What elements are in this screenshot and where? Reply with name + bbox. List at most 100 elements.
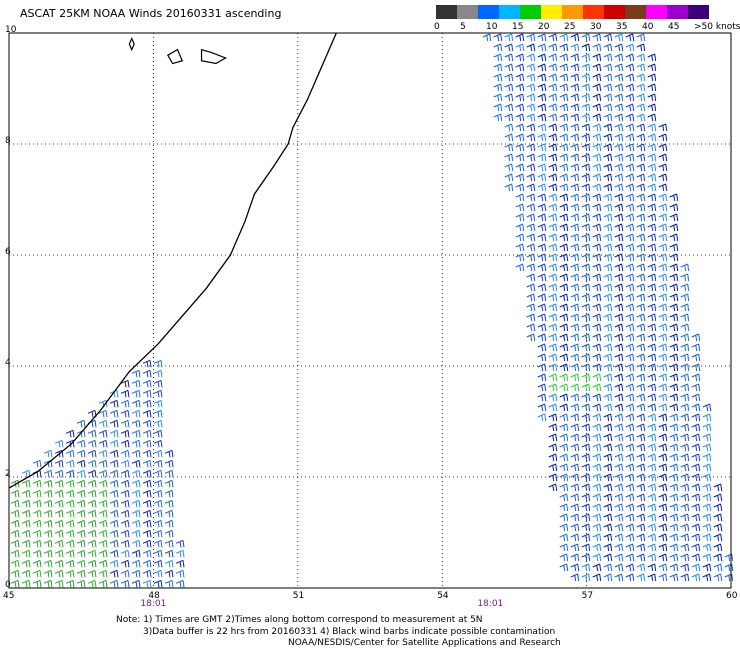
- wind-barb: [724, 563, 734, 572]
- wind-barb: [647, 73, 657, 82]
- wind-barb: [537, 353, 547, 362]
- wind-barb: [548, 473, 558, 482]
- wind-barb: [504, 153, 514, 162]
- wind-barb: [153, 369, 163, 378]
- wind-barb: [691, 413, 701, 422]
- wind-barb: [164, 539, 174, 548]
- wind-barb: [515, 183, 525, 192]
- wind-barb: [515, 213, 525, 222]
- wind-barb: [548, 143, 558, 152]
- wind-barb: [537, 33, 547, 42]
- wind-barb: [614, 213, 624, 222]
- wind-barb: [570, 143, 580, 152]
- wind-barb: [636, 183, 646, 192]
- wind-barb: [636, 233, 646, 242]
- wind-barb: [548, 413, 558, 422]
- wind-barb: [658, 283, 668, 292]
- wind-barb: [570, 73, 580, 82]
- wind-barb: [515, 173, 525, 182]
- wind-barb: [120, 399, 130, 408]
- wind-barb: [658, 433, 668, 442]
- wind-barb: [537, 223, 547, 232]
- wind-barb: [131, 509, 141, 518]
- wind-barb: [636, 283, 646, 292]
- wind-barb: [559, 203, 569, 212]
- wind-barb: [603, 423, 613, 432]
- wind-barb: [54, 499, 64, 508]
- wind-barb: [76, 499, 86, 508]
- wind-barb: [658, 263, 668, 272]
- wind-barb: [614, 173, 624, 182]
- wind-barb: [625, 333, 635, 342]
- wind-barb: [54, 519, 64, 528]
- wind-barb: [98, 409, 108, 418]
- wind-barb: [515, 203, 525, 212]
- legend-swatch: [436, 5, 457, 19]
- wind-barb: [614, 413, 624, 422]
- wind-barb: [636, 273, 646, 282]
- legend-swatch: [604, 5, 625, 19]
- wind-barb: [21, 499, 31, 508]
- wind-barb: [175, 579, 185, 588]
- wind-barb: [515, 83, 525, 92]
- wind-barb: [559, 333, 569, 342]
- wind-barb: [603, 43, 613, 52]
- wind-barb: [21, 529, 31, 538]
- wind-barb: [570, 103, 580, 112]
- wind-barb: [76, 539, 86, 548]
- wind-barb: [636, 383, 646, 392]
- wind-barb: [142, 439, 152, 448]
- wind-barb: [526, 93, 536, 102]
- wind-barb: [570, 553, 580, 562]
- wind-barb: [669, 563, 679, 572]
- wind-barb: [614, 143, 624, 152]
- wind-barb: [592, 63, 602, 72]
- wind-barb: [658, 323, 668, 332]
- wind-barb: [691, 543, 701, 552]
- wind-barb: [603, 573, 613, 582]
- wind-barb: [647, 233, 657, 242]
- wind-barb: [515, 153, 525, 162]
- legend-label: >50 knots: [694, 22, 740, 32]
- wind-barb: [669, 233, 679, 242]
- wind-barb: [636, 453, 646, 462]
- wind-barb: [581, 213, 591, 222]
- wind-barb: [120, 569, 130, 578]
- pass-time-label: 18:01: [140, 599, 167, 609]
- wind-barb: [131, 419, 141, 428]
- wind-barb: [43, 479, 53, 488]
- wind-barb: [570, 83, 580, 92]
- wind-barb: [43, 579, 53, 588]
- map-title: ASCAT 25KM NOAA Winds 20160331 ascending: [20, 7, 282, 20]
- wind-barb: [581, 293, 591, 302]
- wind-barb: [680, 433, 690, 442]
- wind-barb: [131, 469, 141, 478]
- wind-barb: [614, 533, 624, 542]
- wind-barb: [515, 193, 525, 202]
- wind-barb: [548, 423, 558, 432]
- wind-barb: [504, 133, 514, 142]
- wind-barb: [614, 553, 624, 562]
- wind-barb: [702, 543, 712, 552]
- wind-barb: [548, 183, 558, 192]
- wind-barb: [131, 389, 141, 398]
- wind-barb: [142, 479, 152, 488]
- wind-barb: [680, 313, 690, 322]
- wind-barb: [603, 203, 613, 212]
- wind-barb: [669, 493, 679, 502]
- wind-barb: [142, 379, 152, 388]
- wind-barb: [713, 483, 723, 492]
- wind-barb: [625, 513, 635, 522]
- wind-barb: [691, 403, 701, 412]
- wind-barb: [636, 353, 646, 362]
- wind-barb: [647, 333, 657, 342]
- wind-barb: [142, 469, 152, 478]
- wind-barb: [592, 413, 602, 422]
- wind-barb: [87, 559, 97, 568]
- wind-barb: [680, 413, 690, 422]
- wind-barb: [76, 459, 86, 468]
- wind-barb: [636, 93, 646, 102]
- wind-barb: [65, 539, 75, 548]
- wind-barb: [581, 473, 591, 482]
- wind-barb: [702, 473, 712, 482]
